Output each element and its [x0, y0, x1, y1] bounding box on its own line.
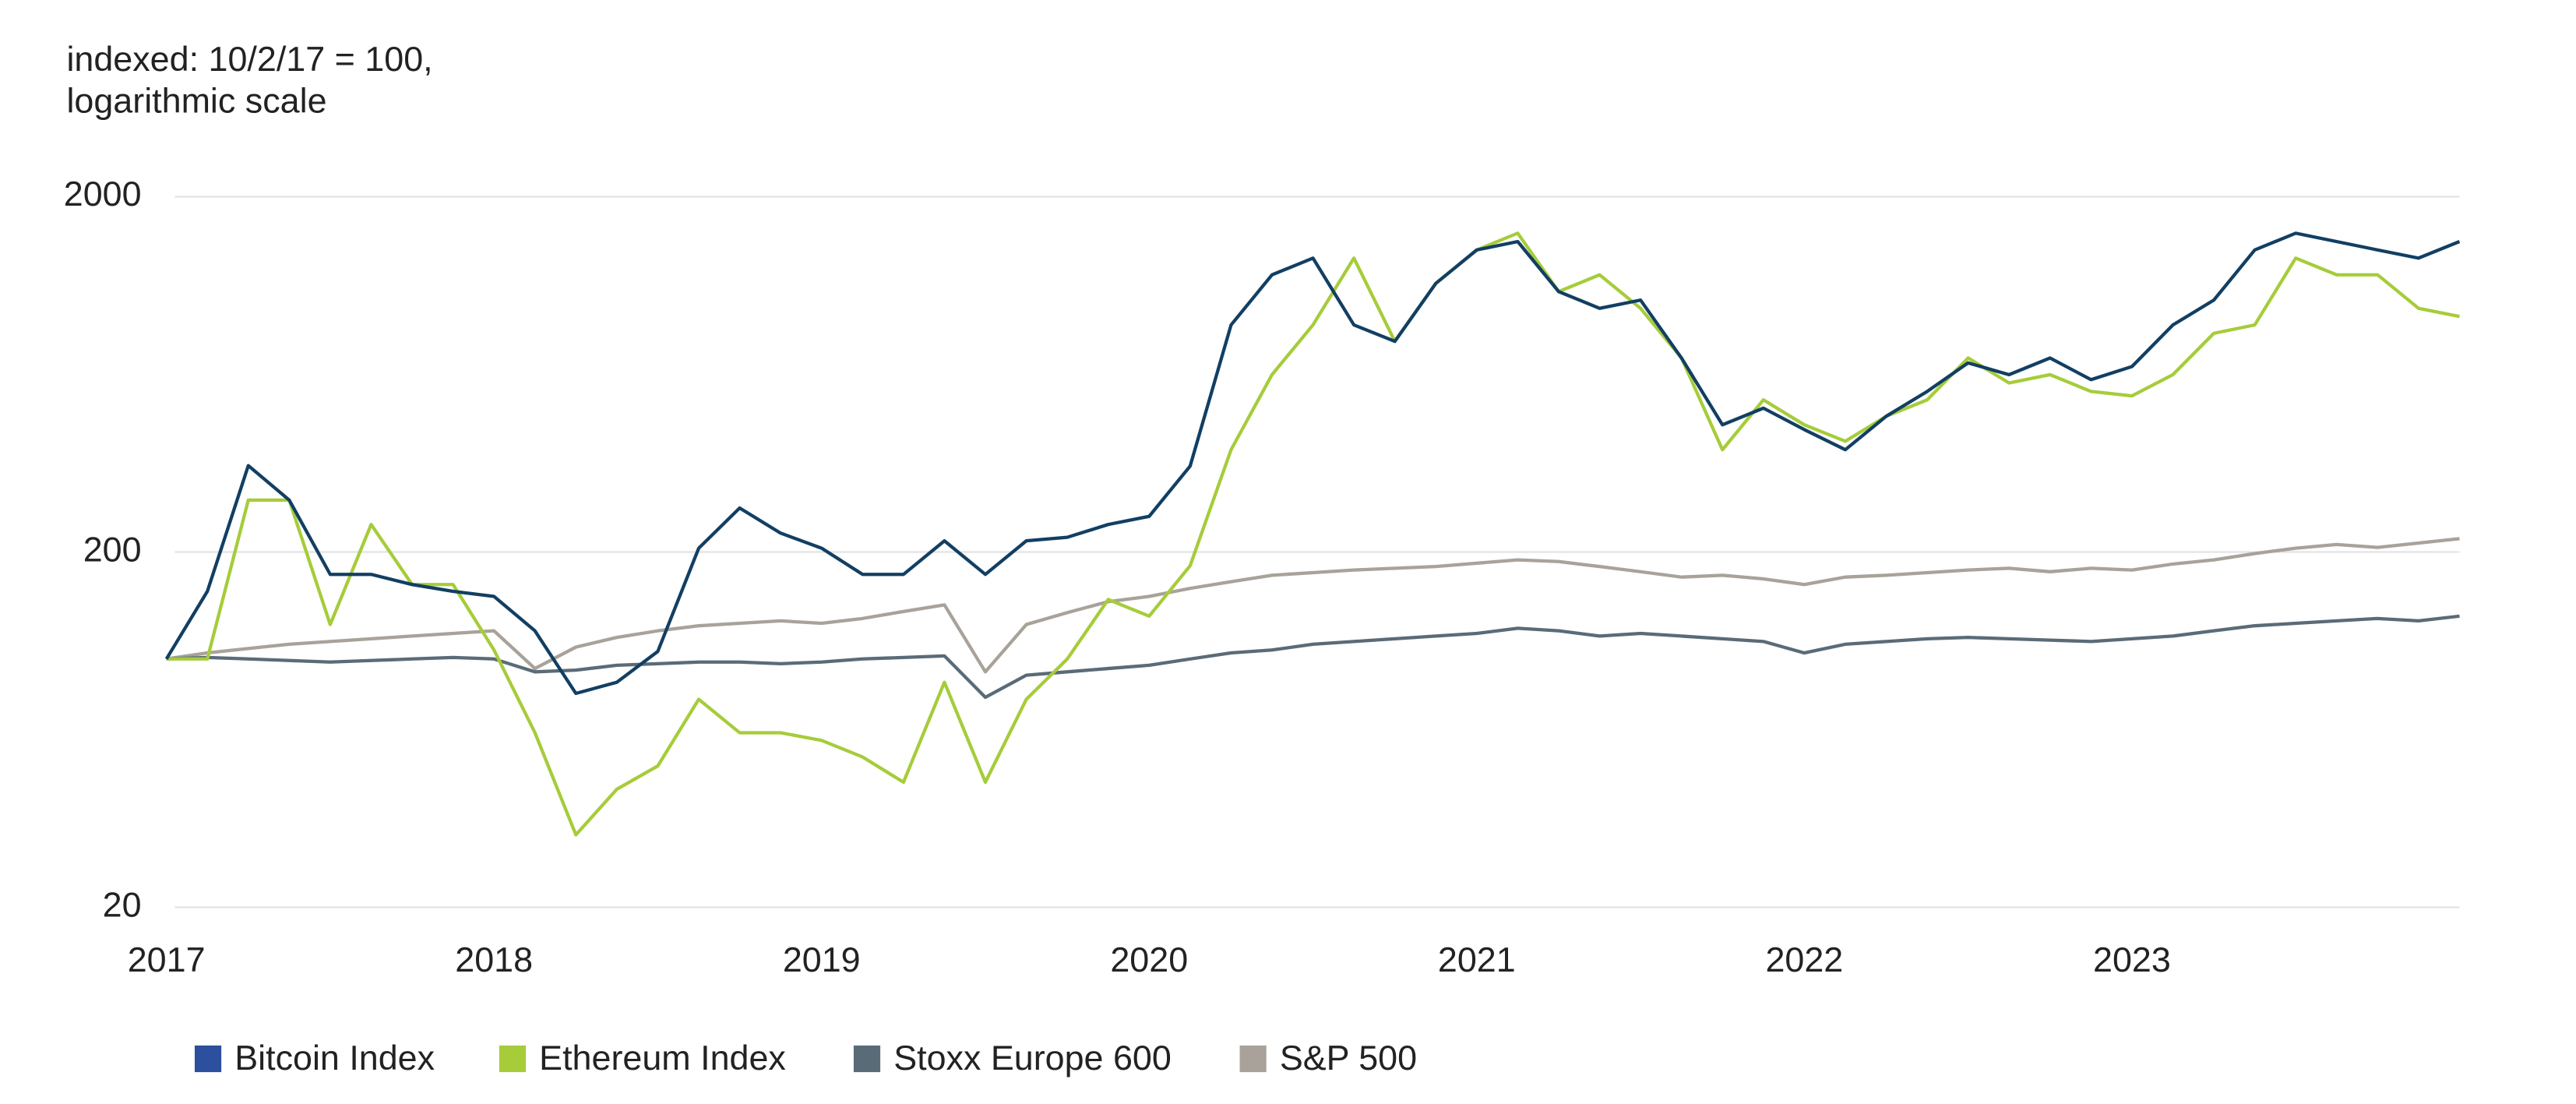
x-tick-label: 2018: [455, 940, 533, 979]
subtitle: indexed: 10/2/17 = 100,: [66, 39, 432, 79]
subtitle: logarithmic scale: [66, 81, 326, 121]
y-tick-label: 2000: [64, 174, 142, 213]
series-line: [164, 231, 2461, 696]
legend-swatch: [499, 1045, 527, 1073]
legend-swatch: [194, 1045, 222, 1073]
legend-swatch: [1239, 1045, 1267, 1073]
x-tick-label: 2017: [128, 940, 206, 979]
x-tick-label: 2020: [1110, 940, 1188, 979]
y-tick-label: 200: [83, 529, 142, 569]
legend-label: S&P 500: [1280, 1038, 1417, 1078]
legend-swatch: [853, 1045, 881, 1073]
legend-label: Ethereum Index: [539, 1038, 786, 1078]
legend-label: Stoxx Europe 600: [893, 1038, 1172, 1078]
x-tick-label: 2021: [1438, 940, 1516, 979]
legend-label: Bitcoin Index: [234, 1038, 435, 1078]
x-tick-label: 2019: [783, 940, 861, 979]
x-tick-label: 2023: [2093, 940, 2171, 979]
series-line: [166, 614, 2460, 700]
x-tick-label: 2022: [1765, 940, 1843, 979]
series-line: [166, 231, 2460, 837]
series-line: [166, 537, 2460, 674]
y-tick-label: 20: [103, 884, 142, 924]
